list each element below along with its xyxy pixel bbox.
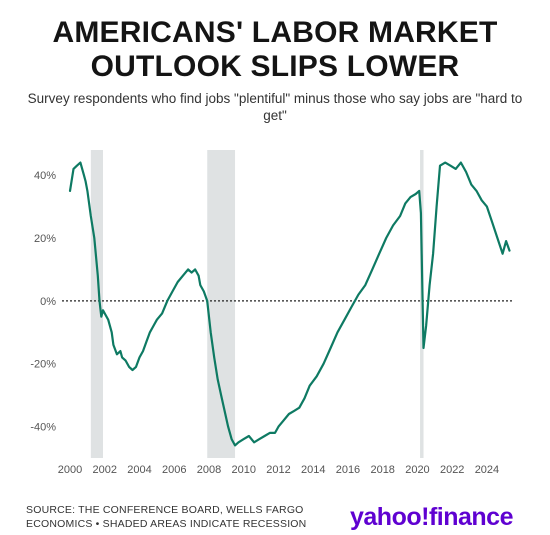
x-tick-label: 2000 — [58, 464, 82, 476]
chart-subtitle: Survey respondents who find jobs "plenti… — [27, 91, 523, 123]
x-tick-label: 2022 — [440, 464, 464, 476]
x-tick-label: 2020 — [405, 464, 429, 476]
y-tick-label: 0% — [40, 296, 56, 308]
recession-band-2 — [207, 150, 236, 458]
x-tick-label: 2014 — [301, 464, 325, 476]
x-tick-label: 2008 — [197, 464, 221, 476]
yahoo-finance-logo: yahoo!finance — [350, 502, 513, 532]
x-tick-label: 2018 — [370, 464, 394, 476]
logo-finance: finance — [428, 503, 514, 531]
source-note: SOURCE: THE CONFERENCE BOARD, WELLS FARG… — [26, 504, 306, 531]
source-line-2: ECONOMICS • SHADED AREAS INDICATE RECESS… — [26, 517, 307, 530]
logo-bang: ! — [421, 503, 429, 531]
title-line-2: OUTLOOK SLIPS LOWER — [90, 50, 460, 83]
x-tick-label: 2006 — [162, 464, 186, 476]
logo-yahoo: yahoo — [350, 503, 422, 531]
x-tick-label: 2010 — [231, 464, 255, 476]
series-line — [68, 161, 511, 447]
y-tick-label: -40% — [30, 422, 56, 434]
y-tick-label: 20% — [34, 233, 56, 245]
x-tick-label: 2012 — [266, 464, 290, 476]
chart-title: AMERICANS' LABOR MARKET OUTLOOK SLIPS LO… — [0, 16, 550, 84]
x-tick-label: 2016 — [336, 464, 360, 476]
source-line-1: SOURCE: THE CONFERENCE BOARD, WELLS FARG… — [26, 504, 304, 516]
recession-band-1 — [90, 150, 104, 458]
y-tick-label: -20% — [30, 359, 56, 371]
x-tick-label: 2024 — [475, 464, 499, 476]
y-tick-label: 40% — [34, 170, 56, 182]
title-line-1: AMERICANS' LABOR MARKET — [52, 16, 498, 49]
x-tick-label: 2002 — [93, 464, 117, 476]
x-tick-label: 2004 — [127, 464, 151, 476]
